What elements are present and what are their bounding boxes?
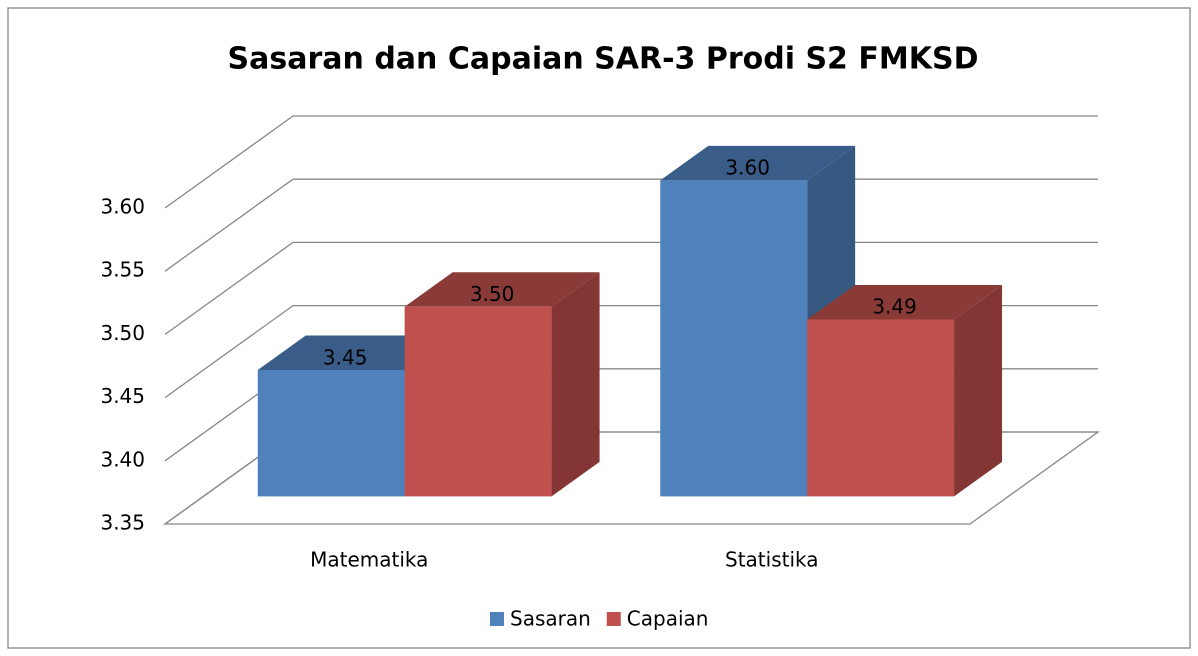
- bar-side: [954, 284, 1003, 497]
- grid-line: [164, 178, 294, 272]
- value-label: 3.45: [323, 345, 368, 369]
- grid-line: [164, 115, 294, 209]
- value-label: 3.49: [872, 295, 917, 319]
- bar-top: [257, 335, 453, 370]
- bar-top: [660, 145, 856, 181]
- bar: [404, 306, 552, 497]
- y-tick-label: 3.55: [100, 258, 145, 282]
- legend-label: Sasaran: [510, 607, 591, 631]
- bar-side: [551, 272, 600, 497]
- legend-label: Capaian: [627, 607, 709, 631]
- y-tick-label: 3.45: [100, 384, 145, 408]
- y-tick-label: 3.35: [100, 511, 145, 535]
- bar: [807, 319, 955, 497]
- chart-title: Sasaran dan Capaian SAR-3 Prodi S2 FMKSD: [228, 42, 979, 77]
- y-tick-label: 3.50: [100, 321, 145, 345]
- legend-swatch: [606, 612, 621, 626]
- value-label: 3.50: [470, 282, 515, 306]
- legend-swatch: [490, 612, 504, 626]
- y-tick-label: 3.40: [100, 447, 145, 471]
- bar: [660, 180, 808, 497]
- bar-top: [404, 272, 600, 307]
- bar-top: [807, 284, 1003, 320]
- x-tick-label: Matematika: [310, 548, 428, 572]
- value-label: 3.60: [725, 156, 770, 180]
- grid-line: [164, 305, 294, 399]
- bar: [257, 370, 405, 497]
- x-tick-label: Statistika: [725, 548, 819, 572]
- grid-line: [164, 241, 294, 335]
- y-tick-label: 3.60: [100, 195, 145, 219]
